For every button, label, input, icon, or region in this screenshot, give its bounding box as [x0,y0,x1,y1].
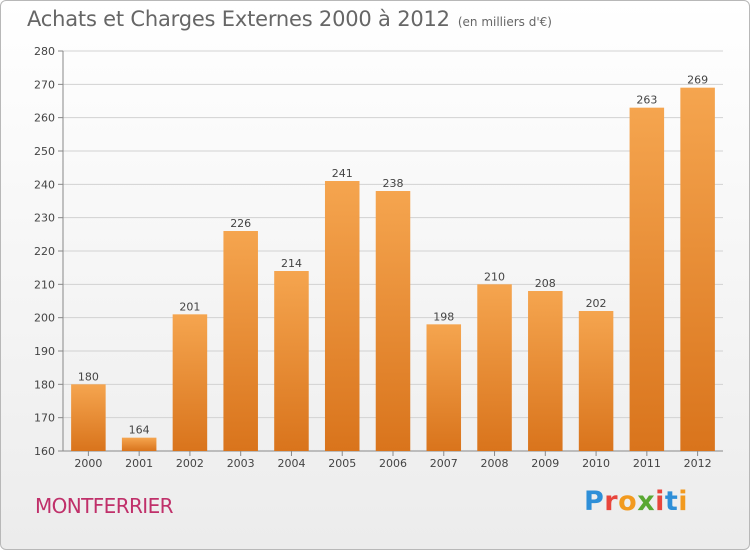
x-tick-label: 2010 [582,457,610,470]
bar [477,284,512,451]
x-tick-label: 2011 [633,457,661,470]
logo-letter: r [604,486,619,517]
data-label: 238 [383,177,404,190]
x-tick-label: 2007 [430,457,458,470]
x-tick-label: 2009 [531,457,559,470]
bar [629,107,665,452]
x-tick-label: 2003 [227,457,255,470]
logo-letter: i [678,486,689,517]
data-label: 269 [687,74,708,87]
y-tick-label: 220 [34,245,55,258]
bar [121,437,157,451]
logo-letter: o [618,486,638,517]
y-tick-label: 230 [34,212,55,225]
chart-title: Achats et Charges Externes 2000 à 2012 [27,7,450,31]
bar [274,271,309,451]
logo-letter: t [664,486,679,517]
bar [426,324,462,451]
y-tick-label: 180 [34,378,55,391]
x-tick-label: 2008 [481,457,509,470]
x-tick-label: 2002 [176,457,204,470]
data-label: 241 [332,167,353,180]
y-tick-label: 160 [34,445,55,458]
data-label: 164 [129,424,150,437]
y-tick-label: 240 [34,178,55,191]
proxiti-logo: Proxiti [584,486,688,517]
x-tick-label: 2005 [328,457,356,470]
bar [71,384,106,451]
data-label: 201 [179,300,200,313]
data-label: 202 [586,297,607,310]
bars [71,87,715,452]
y-tick-label: 250 [34,145,55,158]
bar [172,314,208,451]
y-tick-label: 210 [34,278,55,291]
y-tick-label: 200 [34,312,55,325]
chart-subtitle: (en milliers d'€) [457,15,552,29]
data-label: 180 [78,370,99,383]
logo-letter: i [655,486,665,517]
y-tick-label: 190 [34,345,55,358]
x-tick-label: 2000 [74,457,102,470]
y-tick-label: 270 [34,78,55,91]
bar [680,87,715,452]
labels: 160 170 180 190 200 210 220 230 240 250 260 270 280 2… [34,45,712,470]
city-name: MONTFERRIER [35,494,174,518]
data-label: 226 [230,217,251,230]
x-tick-label: 2001 [125,457,153,470]
data-label: 198 [433,310,454,323]
x-tick-label: 2006 [379,457,407,470]
y-tick-label: 260 [34,112,55,125]
bar [223,231,258,451]
logo-letter: x [637,486,656,517]
data-label: 208 [535,277,556,290]
bar [578,311,614,451]
logo-letter: P [584,486,605,517]
x-tick-label: 2004 [277,457,305,470]
title-row: Achats et Charges Externes 2000 à 2012 (e… [27,7,552,31]
bar [375,191,411,451]
data-label: 214 [281,257,302,270]
data-label: 210 [484,270,505,283]
y-tick-label: 280 [34,45,55,58]
y-tick-label: 170 [34,412,55,425]
bar [324,181,360,451]
x-tick-label: 2012 [684,457,712,470]
bar [528,291,563,451]
data-label: 263 [636,94,657,107]
